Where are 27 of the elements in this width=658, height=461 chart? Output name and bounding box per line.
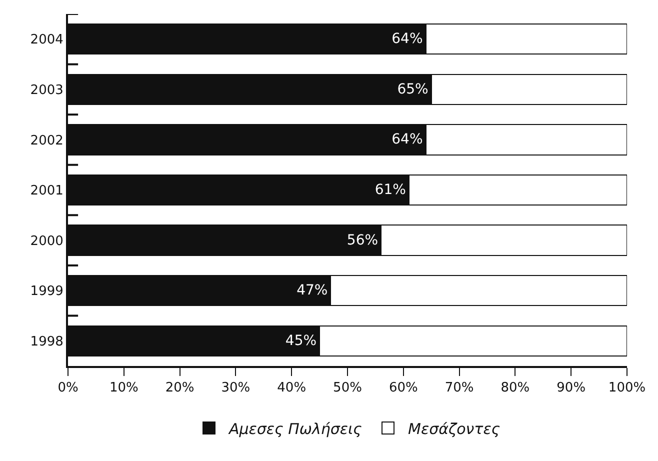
x-tick-label: 10% <box>109 380 138 396</box>
y-tick-label: 2004 <box>30 32 64 48</box>
y-tick-label: 2001 <box>30 184 64 199</box>
y-tick-label: 2000 <box>30 234 64 249</box>
y-tick-label: 1998 <box>30 334 64 350</box>
data-label: 64% <box>392 31 423 48</box>
data-label: 61% <box>374 182 406 198</box>
x-tick-label: 80% <box>500 380 530 396</box>
x-tick-label: 20% <box>165 380 194 396</box>
data-label: 45% <box>285 332 317 349</box>
legend-label: Αμεσες Πωλήσεις <box>228 420 362 438</box>
legend-label: Μεσάζοντες <box>408 420 500 438</box>
x-tick-label: 100% <box>608 380 646 396</box>
y-tick-label: 2002 <box>30 133 64 148</box>
data-label: 56% <box>346 232 378 248</box>
x-tick-label: 70% <box>444 380 474 396</box>
x-tick-label: 40% <box>277 380 306 396</box>
x-tick-label: 50% <box>333 380 362 396</box>
y-tick-label: 1999 <box>30 284 64 300</box>
x-tick-label: 30% <box>221 380 250 396</box>
data-label: 65% <box>397 81 428 98</box>
y-tick-label: 2003 <box>30 82 64 98</box>
data-label: 64% <box>392 132 423 148</box>
x-tick-label: 90% <box>556 380 586 396</box>
x-tick-label: 0% <box>58 380 78 396</box>
data-label: 47% <box>296 282 328 299</box>
x-tick-label: 60% <box>388 380 418 396</box>
